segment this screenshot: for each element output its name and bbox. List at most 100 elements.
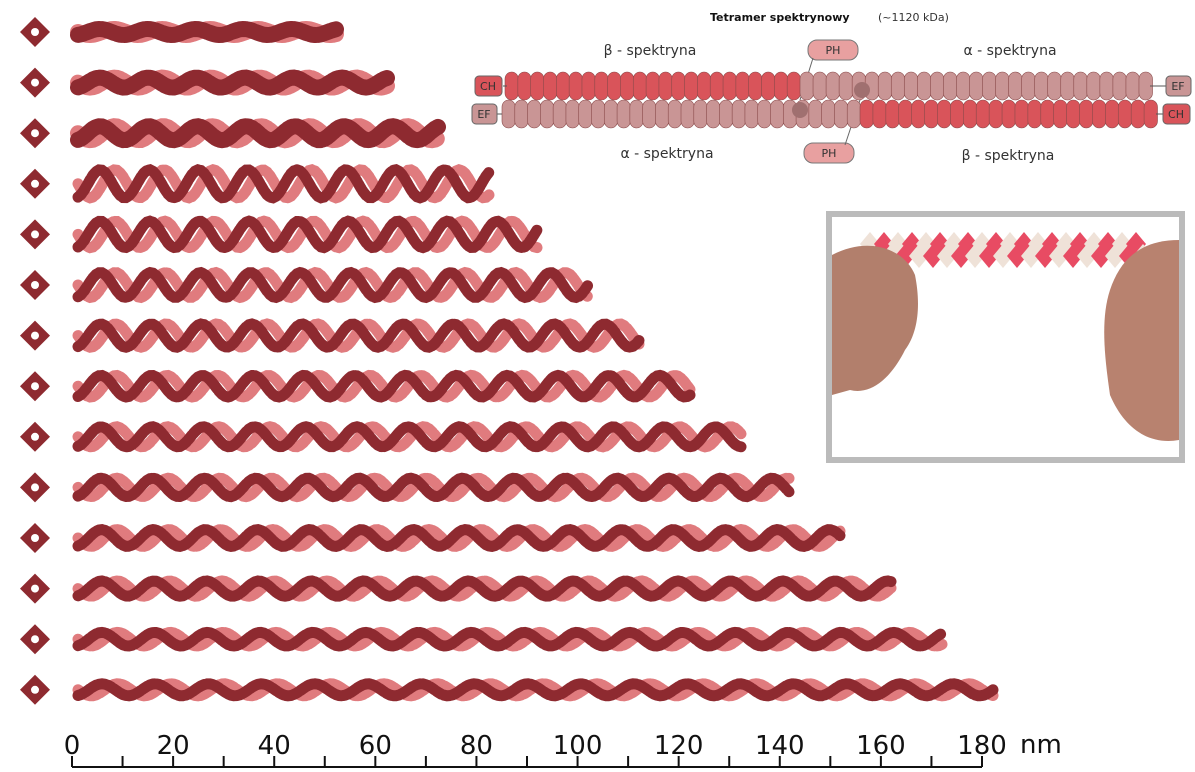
repeat	[1113, 72, 1127, 100]
repeat	[633, 72, 646, 100]
tick-label: 80	[460, 731, 493, 761]
repeat	[592, 100, 605, 128]
repeat	[937, 100, 950, 128]
repeat	[543, 72, 556, 100]
repeat	[655, 100, 668, 128]
repeat	[996, 72, 1010, 100]
cross-section-hole	[31, 230, 39, 238]
repeat	[668, 100, 681, 128]
repeat	[950, 100, 963, 128]
repeat	[963, 100, 976, 128]
repeat	[579, 100, 592, 128]
repeat	[749, 72, 762, 100]
ph-label: PH	[822, 147, 837, 160]
repeat	[1087, 72, 1101, 100]
repeat	[943, 72, 957, 100]
chain	[505, 72, 801, 100]
repeat	[912, 100, 925, 128]
repeat	[518, 72, 531, 100]
figure: Tetramer spektrynowy (~1120 kDa) PH PH C…	[0, 0, 1195, 772]
cross-section-hole	[31, 129, 39, 137]
repeat	[899, 100, 912, 128]
repeat	[620, 72, 633, 100]
chain	[860, 100, 1158, 128]
domain-label: EF	[1171, 80, 1184, 93]
repeat	[745, 100, 758, 128]
cross-section-hole	[31, 635, 39, 643]
repeat	[878, 72, 892, 100]
repeat	[710, 72, 723, 100]
repeat	[839, 72, 853, 100]
repeat	[983, 72, 997, 100]
repeat	[1028, 100, 1041, 128]
chain-label: α - spektryna	[620, 146, 713, 162]
repeat	[1022, 72, 1036, 100]
repeat	[502, 100, 515, 128]
tick-label: 100	[553, 731, 603, 761]
repeat	[707, 100, 720, 128]
repeat	[723, 72, 736, 100]
repeat	[758, 100, 771, 128]
repeat	[604, 100, 617, 128]
helix-strand	[78, 684, 993, 696]
tick-label: 60	[359, 731, 392, 761]
ph-label: PH	[826, 44, 841, 57]
tick-label: 180	[957, 731, 1007, 761]
contact	[854, 82, 870, 98]
repeat	[891, 72, 905, 100]
repeat	[582, 72, 595, 100]
repeat	[1009, 72, 1023, 100]
chain	[800, 72, 1153, 100]
repeat	[1092, 100, 1105, 128]
repeat	[917, 72, 931, 100]
repeat	[989, 100, 1002, 128]
repeat	[860, 100, 873, 128]
repeat	[800, 72, 814, 100]
repeat	[569, 72, 582, 100]
repeat	[904, 72, 918, 100]
repeat	[1144, 100, 1157, 128]
tick-label: 160	[856, 731, 906, 761]
tick-label: 0	[64, 731, 81, 761]
repeat	[1118, 100, 1131, 128]
domain-label: EF	[477, 108, 490, 121]
chain-label: β - spektryna	[962, 148, 1055, 164]
repeat	[672, 72, 685, 100]
repeat	[531, 72, 544, 100]
tick-label: 140	[755, 731, 805, 761]
repeat	[809, 100, 822, 128]
repeat	[762, 72, 775, 100]
repeat	[646, 72, 659, 100]
repeat	[1080, 100, 1093, 128]
cross-section-hole	[31, 28, 39, 36]
repeat	[1061, 72, 1075, 100]
helix-strand	[78, 126, 438, 140]
repeat	[1054, 100, 1067, 128]
repeat	[834, 100, 847, 128]
repeat	[1035, 72, 1049, 100]
repeat	[873, 100, 886, 128]
repeat	[956, 72, 970, 100]
repeat	[1131, 100, 1144, 128]
repeat	[1105, 100, 1118, 128]
repeat	[1067, 100, 1080, 128]
cross-section-hole	[31, 382, 39, 390]
repeat	[1015, 100, 1028, 128]
repeat	[681, 100, 694, 128]
cross-section-hole	[31, 483, 39, 491]
tetramer-diagram: Tetramer spektrynowy (~1120 kDa) PH PH C…	[472, 11, 1191, 164]
repeat	[697, 72, 710, 100]
repeat	[736, 72, 749, 100]
repeat	[643, 100, 656, 128]
repeat	[515, 100, 528, 128]
repeat	[771, 100, 784, 128]
photo-inset	[829, 214, 1182, 460]
repeat	[826, 72, 840, 100]
contact	[792, 102, 808, 118]
repeat	[1041, 100, 1054, 128]
tick-label: 120	[654, 731, 704, 761]
repeat	[930, 72, 944, 100]
domain-label: CH	[480, 80, 496, 93]
repeat	[886, 100, 899, 128]
cross-section-hole	[31, 686, 39, 694]
